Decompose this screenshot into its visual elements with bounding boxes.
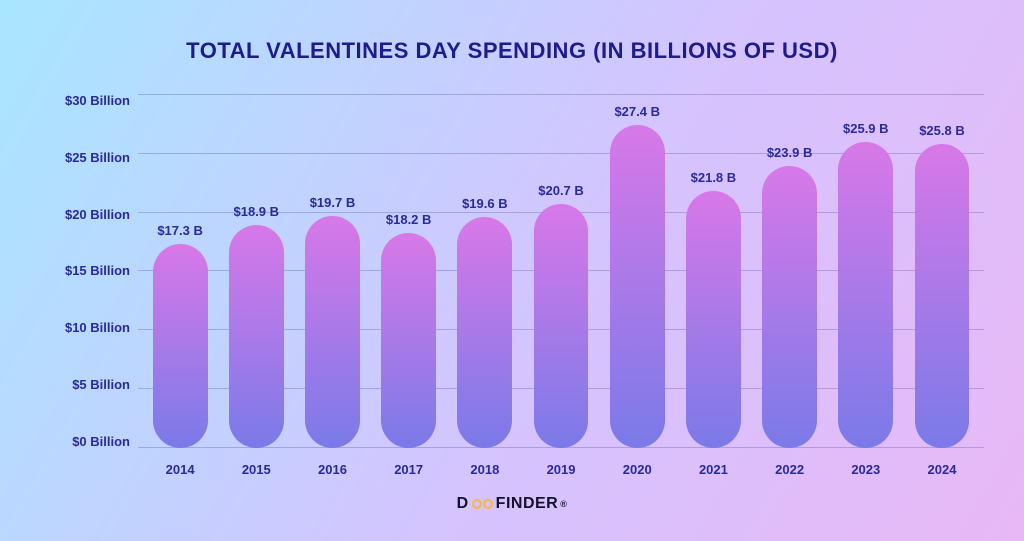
x-tick-label: 2022	[752, 462, 828, 477]
logo-registered: ®	[560, 499, 567, 509]
y-tick-label: $15 Billion	[65, 264, 130, 277]
x-tick-label: 2023	[828, 462, 904, 477]
bar-value-label: $18.9 B	[234, 204, 280, 219]
bar	[381, 233, 436, 448]
x-tick-label: 2024	[904, 462, 980, 477]
logo-text-pre: D	[457, 495, 469, 513]
y-tick-label: $10 Billion	[65, 321, 130, 334]
x-tick-label: 2019	[523, 462, 599, 477]
logo-o-right	[483, 499, 493, 509]
bar-value-label: $25.9 B	[843, 121, 889, 136]
x-tick-label: 2016	[294, 462, 370, 477]
bar-column: $17.3 B	[142, 94, 218, 448]
bar-column: $18.2 B	[371, 94, 447, 448]
bar-value-label: $19.7 B	[310, 195, 356, 210]
logo-text-post: FINDER	[496, 495, 559, 513]
bar-column: $18.9 B	[218, 94, 294, 448]
bar-column: $25.8 B	[904, 94, 980, 448]
x-tick-label: 2014	[142, 462, 218, 477]
y-tick-label: $20 Billion	[65, 208, 130, 221]
bar-value-label: $23.9 B	[767, 145, 813, 160]
logo-infinity-icon	[472, 499, 493, 509]
bar	[229, 225, 284, 448]
x-axis: 2014201520162017201820192020202120222023…	[138, 448, 984, 477]
bar-value-label: $19.6 B	[462, 196, 508, 211]
chart-title: TOTAL VALENTINES DAY SPENDING (IN BILLIO…	[40, 38, 984, 64]
chart-body: $30 Billion $25 Billion $20 Billion $15 …	[40, 94, 984, 448]
x-tick-label: 2018	[447, 462, 523, 477]
bar-value-label: $18.2 B	[386, 212, 432, 227]
bar-value-label: $20.7 B	[538, 183, 584, 198]
bar-column: $27.4 B	[599, 94, 675, 448]
bar	[915, 144, 970, 448]
bar	[610, 125, 665, 448]
bar-value-label: $25.8 B	[919, 123, 965, 138]
bars-container: $17.3 B $18.9 B $19.7 B $18.2 B $19.6 B $20.7…	[138, 94, 984, 448]
bar-value-label: $17.3 B	[157, 223, 203, 238]
chart-canvas: TOTAL VALENTINES DAY SPENDING (IN BILLIO…	[0, 0, 1024, 541]
bar	[686, 191, 741, 448]
bar-column: $21.8 B	[675, 94, 751, 448]
bar-column: $25.9 B	[828, 94, 904, 448]
bar	[762, 166, 817, 448]
bar	[534, 204, 589, 448]
brand-logo: D FINDER ®	[40, 495, 984, 513]
bar-column: $23.9 B	[752, 94, 828, 448]
x-tick-label: 2015	[218, 462, 294, 477]
bar-column: $20.7 B	[523, 94, 599, 448]
bar-column: $19.6 B	[447, 94, 523, 448]
bar-value-label: $27.4 B	[614, 104, 660, 119]
plot-area: $17.3 B $18.9 B $19.7 B $18.2 B $19.6 B $20.7…	[138, 94, 984, 448]
bar	[457, 217, 512, 448]
y-tick-label: $30 Billion	[65, 94, 130, 107]
x-tick-label: 2020	[599, 462, 675, 477]
x-tick-label: 2017	[371, 462, 447, 477]
bar-value-label: $21.8 B	[691, 170, 737, 185]
y-axis: $30 Billion $25 Billion $20 Billion $15 …	[40, 94, 138, 448]
bar	[153, 244, 208, 448]
bar-column: $19.7 B	[294, 94, 370, 448]
logo-o-left	[472, 499, 482, 509]
y-tick-label: $0 Billion	[72, 435, 130, 448]
x-tick-label: 2021	[675, 462, 751, 477]
y-tick-label: $5 Billion	[72, 378, 130, 391]
bar	[838, 142, 893, 448]
bar	[305, 216, 360, 448]
y-tick-label: $25 Billion	[65, 151, 130, 164]
